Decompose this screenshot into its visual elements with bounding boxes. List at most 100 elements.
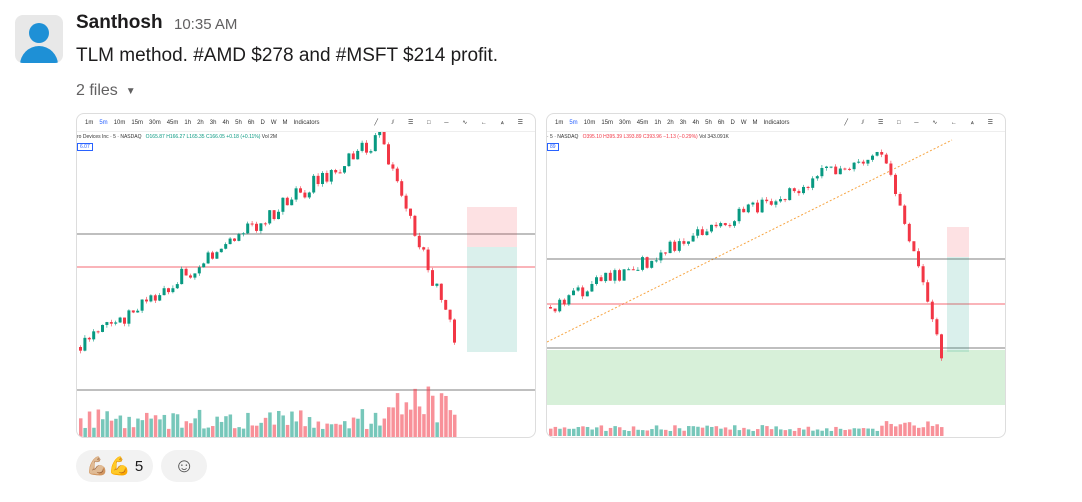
interval-3h[interactable]: 3h	[679, 119, 687, 126]
candle	[903, 205, 907, 224]
interval-3h[interactable]: 3h	[209, 119, 217, 126]
reaction-flexed-biceps[interactable]: 💪🏼💪 5	[76, 450, 154, 482]
volume-bar	[940, 427, 944, 436]
interval-5m[interactable]: 5m	[569, 119, 578, 126]
volume-bar	[347, 428, 351, 437]
candle	[356, 150, 360, 160]
volume-bar	[277, 410, 281, 437]
volume-bar	[439, 393, 444, 437]
message-text: TLM method. #AMD $278 and #MSFT $214 pro…	[76, 45, 499, 66]
candle	[87, 337, 91, 340]
interval-5h[interactable]: 5h	[235, 119, 242, 126]
volume-bar	[917, 427, 921, 436]
volume-bar	[618, 427, 622, 436]
interval-10m[interactable]: 10m	[583, 119, 596, 126]
volume-bar	[613, 426, 617, 436]
candle	[92, 331, 96, 340]
interval-W[interactable]: W	[270, 119, 277, 126]
interval-M[interactable]: M	[282, 119, 288, 126]
interval-W[interactable]: W	[740, 119, 747, 126]
interval-1m[interactable]: 1m	[555, 119, 564, 126]
candle	[723, 223, 727, 226]
volume-bar	[175, 414, 180, 437]
interval-6h[interactable]: 6h	[247, 119, 255, 126]
volume-bar	[894, 426, 898, 436]
volume-bar	[246, 412, 250, 437]
candle	[105, 322, 109, 325]
volume-bar	[369, 423, 373, 437]
candle	[382, 132, 386, 145]
drawing-tools-icon[interactable]: ╱ ⫽ ☰ □ ─ ∿ ← ⩓ ☰	[374, 119, 529, 126]
volume-bar	[413, 388, 417, 437]
chart-attachment-msft[interactable]: 1m 5m 10m 15m 30m 45m 1h 2h 3h 4h 5h 6h D W M Indicator…	[546, 113, 1006, 438]
volume-bar	[728, 429, 732, 436]
candle	[848, 168, 851, 170]
interval-4h[interactable]: 4h	[692, 119, 700, 126]
volume-bar	[444, 395, 448, 437]
candle	[145, 299, 148, 302]
flexed-biceps-emoji: 💪🏼💪	[86, 455, 131, 476]
drawing-tools-icon[interactable]: ╱ ⫽ ☰ □ ─ ∿ ← ⩓ ☰	[844, 119, 999, 126]
volume-bar	[907, 422, 912, 436]
candle	[233, 238, 236, 241]
candle	[448, 309, 452, 320]
interval-30m[interactable]: 30m	[619, 119, 631, 126]
interval-M[interactable]: M	[752, 119, 758, 126]
avatar[interactable]	[15, 15, 63, 63]
volume-bar	[774, 426, 778, 436]
volume: Vol 343.091K	[699, 134, 729, 140]
interval-2h[interactable]: 2h	[667, 119, 674, 126]
volume-bar	[811, 430, 815, 436]
volume-bar	[935, 424, 939, 436]
interval-6h[interactable]: 6h	[717, 119, 725, 126]
interval-5m[interactable]: 5m	[99, 119, 108, 126]
candle	[871, 155, 874, 160]
interval-45m[interactable]: 45m	[166, 119, 179, 126]
candle	[246, 223, 250, 234]
interval-4h[interactable]: 4h	[222, 119, 230, 126]
author-name[interactable]: Santhosh	[76, 12, 163, 33]
volume-bar	[733, 425, 737, 436]
interval-2h[interactable]: 2h	[197, 119, 204, 126]
volume-bar	[866, 428, 870, 436]
interval-15m[interactable]: 15m	[601, 119, 614, 126]
volume-bar	[105, 411, 109, 437]
target-zone	[547, 350, 1005, 405]
stop-zone	[467, 207, 517, 247]
candle	[852, 162, 856, 170]
candle	[140, 299, 144, 311]
volume-bar	[880, 425, 884, 436]
indicators-button[interactable]: Indicators	[293, 119, 320, 126]
volume-bar	[197, 409, 202, 437]
candlestick-chart[interactable]	[547, 132, 1006, 438]
candle	[299, 188, 302, 193]
indicators-button[interactable]: Indicators	[763, 119, 790, 126]
interval-5h[interactable]: 5h	[705, 119, 712, 126]
interval-15m[interactable]: 15m	[131, 119, 144, 126]
candle	[413, 215, 417, 236]
timestamp[interactable]: 10:35 AM	[174, 16, 238, 33]
candle	[622, 269, 626, 281]
chart-attachment-amd[interactable]: 1m 5m 10m 15m 30m 45m 1h 2h 3h 4h 5h 6h D W M Indicator…	[76, 113, 536, 438]
interval-45m[interactable]: 45m	[636, 119, 649, 126]
interval-10m[interactable]: 10m	[113, 119, 126, 126]
candle	[387, 144, 390, 165]
interval-1h[interactable]: 1h	[654, 119, 662, 126]
volume-bar	[409, 409, 413, 437]
chart-toolbar: 1m 5m 10m 15m 30m 45m 1h 2h 3h 4h 5h 6h D W M Indicator…	[547, 114, 1005, 132]
candle	[935, 319, 939, 335]
interval-D[interactable]: D	[260, 119, 265, 126]
files-toggle[interactable]: 2 files ▼	[76, 82, 136, 100]
candlestick-chart[interactable]	[77, 132, 536, 438]
volume-bar	[710, 426, 714, 436]
volume-bar	[921, 427, 926, 436]
interval-D[interactable]: D	[730, 119, 735, 126]
interval-30m[interactable]: 30m	[149, 119, 161, 126]
interval-1h[interactable]: 1h	[184, 119, 192, 126]
interval-1m[interactable]: 1m	[85, 119, 94, 126]
add-reaction-button[interactable]: ☺	[161, 450, 208, 482]
candle	[307, 192, 311, 198]
candle	[627, 269, 631, 271]
volume-bar	[149, 418, 153, 437]
candle	[189, 275, 192, 278]
